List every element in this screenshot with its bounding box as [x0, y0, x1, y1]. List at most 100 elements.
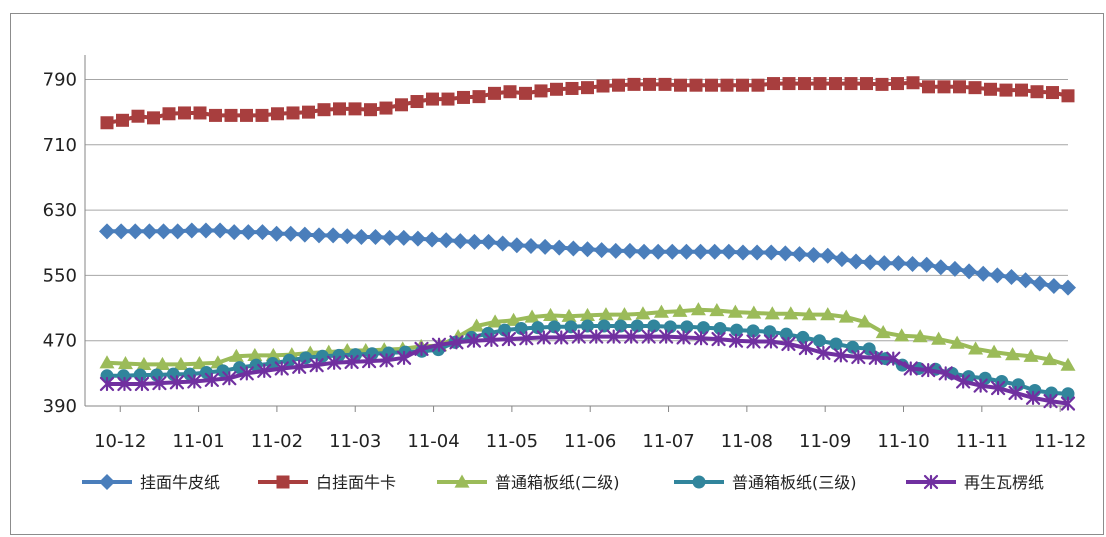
data-point — [812, 334, 826, 348]
data-point — [653, 304, 669, 318]
data-point — [937, 80, 951, 94]
data-point — [912, 329, 928, 343]
data-point — [199, 366, 213, 380]
y-tick-label: 390 — [43, 396, 77, 417]
data-point — [1042, 351, 1058, 366]
data-point — [353, 229, 370, 246]
data-point — [984, 82, 997, 96]
data-point — [395, 229, 412, 246]
data-point — [571, 329, 586, 344]
data-point — [763, 334, 779, 349]
data-point — [676, 330, 691, 345]
data-point — [751, 78, 765, 92]
data-point — [813, 77, 827, 91]
x-tick-label: 11-06 — [564, 431, 616, 452]
data-point — [136, 356, 152, 370]
data-point — [309, 358, 324, 373]
legend-entry: 普通箱板纸(三级) — [674, 473, 857, 492]
data-point — [494, 235, 511, 252]
data-point — [975, 265, 992, 282]
x-tick-label: 11-01 — [172, 431, 224, 452]
data-point — [1015, 83, 1028, 97]
legend-marker — [276, 475, 290, 489]
data-point — [154, 356, 170, 370]
data-point — [860, 77, 873, 91]
data-point — [99, 355, 115, 369]
data-point — [713, 321, 727, 335]
data-point — [829, 77, 842, 91]
data-point — [968, 81, 982, 95]
data-point — [254, 224, 271, 241]
data-point — [689, 78, 703, 92]
data-point — [466, 233, 483, 250]
data-point — [183, 222, 200, 239]
data-point — [621, 242, 638, 259]
x-tick-label: 10-12 — [94, 431, 146, 452]
data-point — [522, 238, 539, 255]
data-point — [152, 376, 167, 391]
data-point — [616, 307, 632, 321]
x-tick-label: 11-07 — [642, 431, 694, 452]
legend-marker — [923, 474, 939, 490]
data-point — [783, 306, 799, 320]
data-point — [209, 108, 222, 122]
data-point — [763, 325, 777, 339]
data-point — [565, 81, 579, 95]
data-point — [169, 223, 186, 240]
data-point — [630, 319, 644, 333]
data-point — [466, 333, 482, 348]
data-point — [1060, 357, 1076, 371]
data-point — [709, 302, 725, 317]
data-point — [255, 108, 269, 122]
data-point — [457, 90, 470, 104]
data-point — [484, 332, 499, 347]
data-point — [178, 106, 191, 120]
data-point — [581, 81, 594, 95]
data-point — [693, 331, 709, 346]
data-point — [886, 351, 901, 366]
data-point — [1045, 278, 1062, 295]
data-point — [857, 314, 873, 328]
data-point — [299, 351, 313, 365]
data-point — [100, 369, 114, 383]
data-point — [441, 92, 455, 106]
data-point — [906, 76, 920, 90]
data-point — [932, 259, 949, 276]
data-point — [197, 222, 214, 239]
data-point — [643, 77, 656, 91]
data-point — [589, 329, 604, 344]
data-point — [678, 243, 695, 260]
data-point — [296, 226, 313, 243]
data-point — [894, 328, 910, 342]
data-point — [579, 241, 596, 258]
legend-marker — [692, 475, 706, 489]
data-point — [1023, 348, 1039, 362]
data-point — [728, 333, 744, 348]
series-line — [107, 228, 1069, 290]
data-point — [99, 223, 115, 240]
data-point — [348, 102, 362, 116]
data-point — [658, 77, 672, 91]
data-point — [226, 224, 243, 241]
data-point — [938, 366, 953, 381]
data-point — [692, 243, 709, 260]
chart-frame — [10, 13, 1104, 535]
data-point — [315, 349, 329, 363]
data-point — [767, 77, 780, 91]
data-point — [705, 78, 718, 92]
plot-area — [99, 76, 1076, 411]
data-point — [791, 246, 808, 263]
data-point — [554, 330, 569, 345]
data-point — [536, 330, 551, 345]
data-point — [978, 371, 992, 385]
data-point — [1060, 279, 1076, 296]
data-point — [749, 244, 766, 261]
data-point — [239, 366, 254, 381]
data-point — [598, 307, 614, 321]
data-point — [339, 228, 356, 245]
legend-label: 再生瓦楞纸 — [964, 473, 1044, 492]
data-point — [614, 319, 628, 333]
legend-entry: 普通箱板纸(二级) — [437, 473, 620, 492]
data-point — [763, 244, 780, 261]
y-tick-label: 470 — [43, 331, 77, 352]
